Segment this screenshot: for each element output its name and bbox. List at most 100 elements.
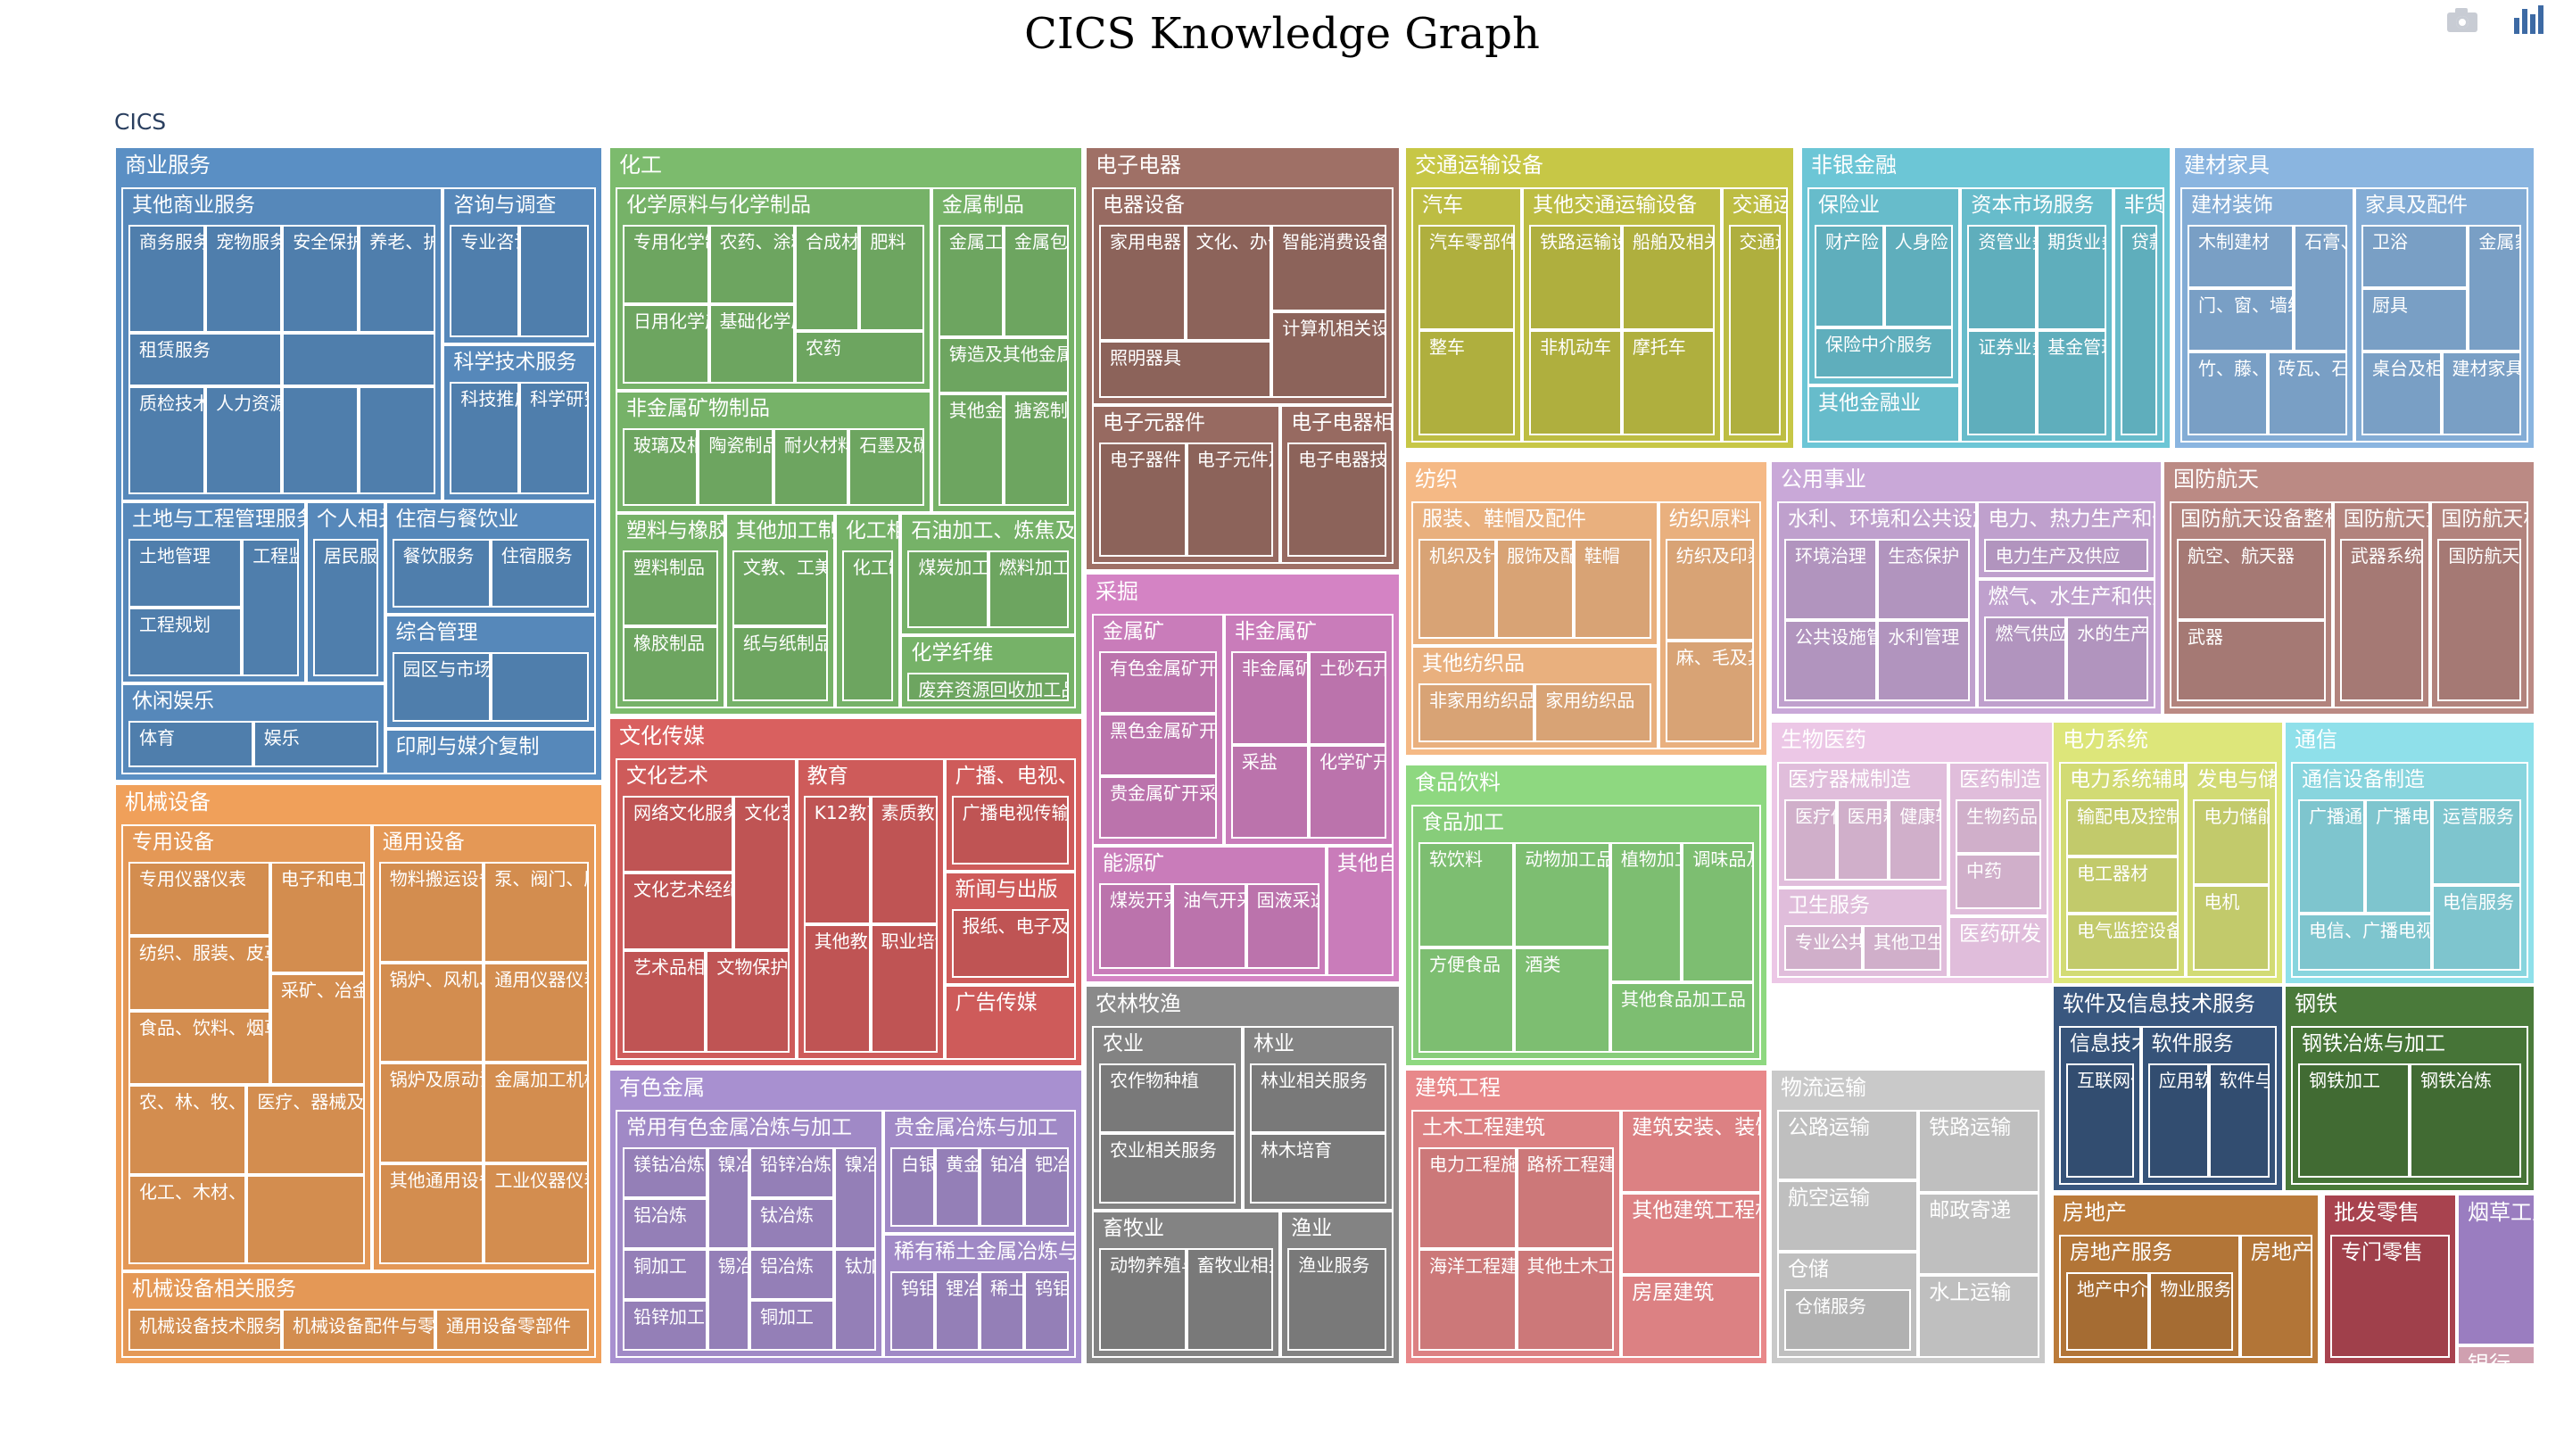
treemap-cell[interactable]: 财产险 (1815, 225, 1884, 327)
treemap-cell[interactable]: 电工器材 (2066, 856, 2179, 914)
treemap-cell[interactable]: 卫浴 (2361, 225, 2469, 288)
treemap-cell[interactable]: 生物医药医疗器械制造医疗仪器设备及器械医用耗材健康辅助器械卫生服务专业公共卫生服… (1770, 721, 2055, 985)
treemap-cell[interactable]: 运营服务 (2432, 799, 2521, 885)
treemap-cell[interactable]: 铁路运输设备 (1529, 225, 1622, 330)
treemap-cell[interactable]: 白银冶炼 (890, 1147, 935, 1227)
treemap-cell[interactable]: 软饮料 (1418, 842, 1515, 947)
treemap-cell[interactable]: 镍冶炼 (833, 1147, 876, 1249)
treemap-cell[interactable]: 整车 (1418, 330, 1516, 435)
treemap-cell[interactable]: 黄金冶炼 (935, 1147, 980, 1227)
treemap-cell[interactable]: 燃气供应 (1984, 616, 2067, 701)
treemap-cell[interactable]: 稀土冶炼 (980, 1271, 1024, 1351)
treemap-cell[interactable]: 医疗器械制造医疗仪器设备及器械医用耗材健康辅助器械 (1777, 762, 1948, 889)
treemap-cell[interactable]: 钢铁 钢铁冶炼与加工 钢铁加工 钢铁冶炼 (2284, 985, 2535, 1192)
treemap-cell[interactable]: 人身险 (1883, 225, 1954, 327)
treemap-cell[interactable]: 房地产开发经营 (2239, 1235, 2312, 1358)
treemap-cell[interactable]: 广播电视传输服务 (951, 796, 1069, 864)
treemap-cell[interactable]: 纺织及印染加工 (1665, 539, 1754, 641)
treemap-cell[interactable]: 农业相关服务 (1099, 1133, 1236, 1204)
treemap-cell[interactable]: 安全保护服务 (282, 225, 360, 333)
treemap-cell[interactable] (282, 332, 436, 386)
treemap-cell[interactable]: 燃气、水生产和供应燃气供应水的生产和供应 (1977, 579, 2155, 708)
treemap-cell[interactable]: 文化艺术经纪服务 (623, 873, 734, 950)
treemap-cell[interactable]: 机械设备专用设备专用仪器仪表纺织、服装、皮革及印刷设备食品、饮料、烟草及饲料设备… (114, 783, 603, 1365)
treemap-cell[interactable]: 发电与储能设备电力储能设备电机 (2186, 762, 2277, 978)
treemap-cell[interactable]: 林木培育 (1250, 1133, 1386, 1204)
treemap-cell[interactable]: 医药制造 生物药品 中药 (1948, 762, 2048, 916)
treemap-cell[interactable]: 搪瓷制品 (1003, 393, 1069, 506)
treemap-cell[interactable]: 农林牧渔农业农作物种植农业相关服务林业林业相关服务林木培育畜牧业动物养殖与屠宰畜… (1085, 985, 1401, 1365)
treemap-cell[interactable]: 输配电及控制设备 (2066, 799, 2179, 856)
treemap-cell[interactable]: 固液采选 (1245, 882, 1319, 969)
treemap-cell[interactable]: 钛冶炼 (749, 1198, 834, 1249)
treemap-cell[interactable]: 合成材料 (795, 225, 860, 331)
treemap-cell[interactable]: 电子元件及电子专用材料 (1186, 443, 1274, 557)
treemap-cell[interactable]: 物料搬运设备 (378, 862, 484, 963)
treemap-cell[interactable]: 有色金属矿开采 (1099, 651, 1217, 714)
treemap-cell[interactable]: 照明器具 (1099, 340, 1272, 399)
treemap-cell[interactable]: 批发零售 专门零售 (2323, 1194, 2457, 1365)
treemap-cell[interactable]: 基础化学原料 (708, 304, 796, 385)
treemap-cell[interactable]: 铂冶炼 (980, 1147, 1024, 1227)
treemap-cell[interactable]: 化学纤维 废弃资源回收加工品 (900, 634, 1076, 708)
treemap-cell[interactable]: 陶瓷制品 (698, 428, 773, 506)
treemap-cell[interactable]: 贷款业务 (2120, 225, 2157, 435)
treemap-cell[interactable]: 钢铁冶炼 (2410, 1063, 2521, 1178)
treemap-cell[interactable]: 贵金属矿开采 (1099, 775, 1217, 839)
treemap-cell[interactable]: 银行 (2457, 1345, 2535, 1365)
treemap-cell[interactable]: 农药、涂料、颜料及染料 (708, 225, 796, 305)
treemap-cell[interactable]: 资本市场服务资管业务期货业务证券业务基金管理 (1960, 187, 2113, 443)
treemap-cell[interactable]: 其他金属制品 (938, 393, 1004, 506)
treemap-cell[interactable]: K12教育 (803, 796, 871, 924)
treemap-cell[interactable]: 其他食品加工品 (1609, 982, 1754, 1053)
treemap-cell[interactable]: 保险业 财产险 人身险 保险中介服务 (1807, 187, 1961, 386)
treemap-cell[interactable]: 广播通信设备 (2298, 799, 2365, 914)
treemap-cell[interactable]: 橡胶制品 (623, 625, 718, 701)
treemap-cell[interactable]: 钢铁冶炼与加工 钢铁加工 钢铁冶炼 (2291, 1026, 2528, 1185)
treemap-cell[interactable]: 公路运输 (1777, 1110, 1919, 1181)
treemap-cell[interactable]: 服装、鞋帽及配件机织及针织服装服饰及配件鞋帽 (1411, 501, 1658, 647)
treemap-cell[interactable]: 肥料 (859, 225, 924, 331)
treemap-cell[interactable]: 文化艺术与相关服务 (733, 796, 790, 950)
treemap-cell[interactable]: 玻璃及相关制品 (623, 428, 699, 506)
treemap-cell[interactable]: 常用有色金属冶炼与加工镁钴冶炼铝冶炼镍冶炼铜加工铅锌加工锡冶炼铅锌冶炼钛冶炼镍冶… (616, 1110, 883, 1358)
treemap-cell[interactable]: 电力工程施工 (1418, 1147, 1517, 1249)
treemap-cell[interactable]: 综合管理园区与市场管理服务 (385, 615, 596, 729)
treemap-cell[interactable]: 桌台及柜子 (2361, 351, 2442, 435)
treemap-cell[interactable]: 武器系统 (2339, 539, 2424, 701)
treemap-cell[interactable]: 电子元器件电子器件电子元件及电子专用材料 (1092, 405, 1281, 564)
treemap-cell[interactable]: 土砂石开采 (1308, 651, 1386, 745)
treemap-cell[interactable]: 环境治理 (1784, 539, 1878, 620)
treemap-cell[interactable]: 文物保护服务 (706, 949, 790, 1053)
treemap-cell[interactable]: 镍冶炼 (707, 1147, 749, 1249)
treemap-cell[interactable]: 期货业务 (2037, 225, 2106, 330)
treemap-cell[interactable]: 其他加工制品文教、工美、体育和娱乐用品纸与纸制品 (724, 513, 835, 708)
treemap-cell[interactable]: 物业服务 (2149, 1272, 2233, 1351)
treemap-cell[interactable]: 仓储 仓储服务 (1777, 1251, 1919, 1358)
treemap-cell[interactable]: 地产中介服务 (2066, 1272, 2150, 1351)
treemap-root-label[interactable]: CICS (114, 109, 167, 135)
treemap-cell[interactable]: 煤炭开采和洗选 (1099, 882, 1173, 969)
treemap-cell[interactable]: 钛加工 (833, 1249, 876, 1351)
treemap-cell[interactable]: 电力生产及供应 (1984, 539, 2148, 572)
treemap-cell[interactable]: 电子电器相关服务电子电器技术服务 (1280, 405, 1394, 564)
treemap-cell[interactable]: 其他交通运输设备铁路运输设备船舶及相关装置非机动车摩托车 (1522, 187, 1722, 443)
treemap-cell[interactable]: 其他商业服务商务服务宠物服务租赁服务质检技术服务人力资源服务 安全保护服务养老、护… (121, 187, 443, 501)
treemap-cell[interactable]: 稀有稀土金属冶炼与加工钨钼冶炼锂冶炼稀土冶炼钨钼加工 (883, 1234, 1076, 1358)
treemap-cell[interactable]: 电信、广播电视和卫星传输服务 (2298, 914, 2432, 971)
treemap-cell[interactable]: 其他土木工程建筑 (1516, 1249, 1615, 1351)
treemap-cell[interactable]: 土木工程建筑电力工程施工路桥工程建筑海洋工程建筑其他土木工程建筑 (1411, 1110, 1622, 1358)
treemap-cell[interactable]: 人力资源服务 (205, 386, 283, 494)
treemap-cell[interactable]: 证券业务 (1967, 330, 2038, 435)
treemap-cell[interactable]: 交通运输设备维修与生产 (1728, 225, 1781, 435)
camera-icon[interactable] (2444, 4, 2480, 39)
treemap-cell[interactable]: 电子电器技术服务 (1287, 443, 1386, 557)
treemap-cell[interactable]: 渔业 渔业服务 (1280, 1210, 1394, 1358)
treemap-cell[interactable]: 林业 林业相关服务 林木培育 (1243, 1026, 1394, 1211)
treemap-cell[interactable]: 铅锌加工 (623, 1300, 707, 1351)
